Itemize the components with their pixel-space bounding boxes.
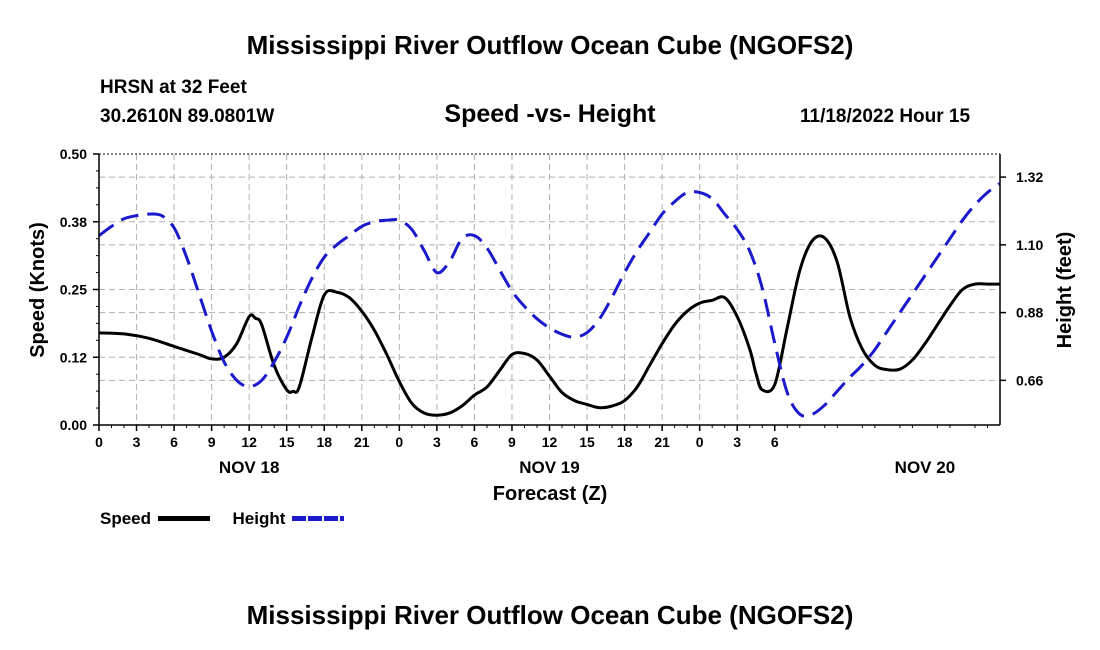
legend-label-height: Height [232,508,286,528]
x-tick-label: 3 [433,434,441,450]
y-left-tick-label: 0.00 [60,417,87,433]
legend-swatch-speed [157,516,210,522]
axes: 0 3 6 9 12 15 18 21 0 3 6 9 12 15 18 21 0 3 6 NOV 18 NOV 19 N… [60,146,1044,477]
x-tick-label: 0 [395,434,403,450]
forecast-datetime: 11/18/2022 Hour 15 [800,106,971,127]
legend-swatch-height [292,516,345,522]
x-tick-label: 6 [771,434,779,450]
x-tick-label: 9 [508,434,516,450]
x-tick-label: 6 [170,434,178,450]
y-right-tick-label: 0.66 [1016,372,1043,388]
x-tick-label: 21 [354,434,370,450]
x-tick-label: 12 [542,434,558,450]
x-tick-label: 18 [617,434,633,450]
x-tick-label: 15 [579,434,595,450]
date-label: NOV 20 [895,458,955,477]
station-name: HRSN at 32 Feet [100,77,247,98]
legend-label-speed: Speed [100,508,152,528]
x-tick-label: 9 [208,434,216,450]
x-tick-label: 3 [133,434,141,450]
y-left-tick-label: 0.12 [60,349,87,365]
chart-title: Speed -vs- Height [444,100,656,128]
x-tick-label: 21 [654,434,670,450]
page-title: Mississippi River Outflow Ocean Cube (NG… [246,30,854,60]
x-tick-label: 0 [696,434,704,450]
x-tick-label: 12 [241,434,257,450]
x-tick-label: 6 [471,434,479,450]
x-tick-label: 18 [316,434,332,450]
y-right-tick-label: 1.10 [1016,237,1043,253]
x-tick-label: 3 [733,434,741,450]
series-layer [98,182,1001,418]
legend: Speed Height [100,508,362,529]
grid [99,154,1000,425]
date-label: NOV 19 [519,458,579,477]
y-left-tick-label: 0.25 [60,282,87,298]
series-line-speed [98,234,1000,417]
date-label: NOV 18 [219,458,279,477]
y-left-tick-label: 0.50 [60,146,87,162]
x-tick-label: 0 [95,434,103,450]
footer-title: Mississippi River Outflow Ocean Cube (NG… [246,600,854,630]
x-axis-title: Forecast (Z) [493,483,607,505]
y-right-tick-label: 1.32 [1016,169,1043,185]
x-tick-label: 15 [279,434,295,450]
station-coords: 30.2610N 89.0801W [100,106,275,127]
y-axis-right-title: Height (feet) [1054,232,1076,349]
y-axis-left-title: Speed (Knots) [27,222,49,358]
y-left-tick-label: 0.38 [60,214,87,230]
y-right-tick-label: 0.88 [1016,305,1043,321]
